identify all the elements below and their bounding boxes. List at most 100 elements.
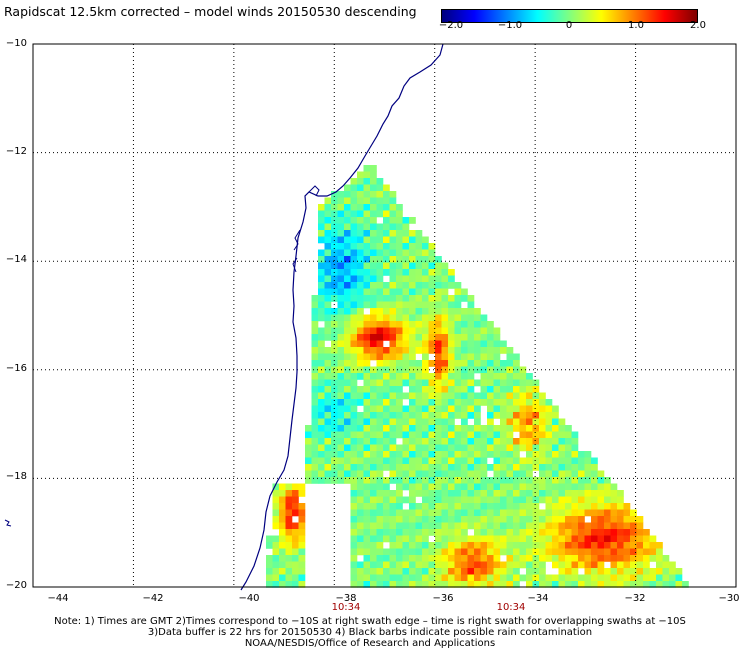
wind-cell [591,496,598,504]
wind-cell [415,483,423,491]
wind-cell [545,496,553,504]
wind-cell [370,555,377,562]
wind-cell [448,347,455,354]
wind-cell [422,548,429,556]
wind-cell [435,321,442,328]
wind-cell [396,542,403,549]
wind-cell [422,535,429,543]
wind-cell [435,314,442,322]
wind-cell [435,457,442,465]
wind-cell [370,470,377,478]
wind-cell [415,269,423,276]
wind-cell [448,425,455,432]
wind-cell [402,516,410,523]
wind-cell [292,509,299,517]
wind-cell [500,425,507,432]
wind-cell [337,230,345,237]
wind-cell [630,561,637,569]
wind-cell [415,581,423,588]
wind-cell [584,470,592,478]
wind-cell [474,444,481,452]
wind-cell [513,418,520,426]
wind-cell [279,555,286,562]
wind-cell [363,412,371,419]
wind-cell [513,477,520,484]
wind-cell [396,204,403,211]
wind-cell [643,535,650,543]
wind-cell [389,548,397,556]
wind-cell [298,535,306,543]
wind-cell [474,574,481,582]
wind-cell [519,496,527,504]
wind-cell [500,373,507,380]
wind-cell [311,314,319,322]
wind-cell [363,555,371,562]
wind-cell [337,282,345,289]
coastline [240,43,444,591]
wind-cell [350,243,358,250]
wind-cell [363,178,371,185]
wind-cell [474,503,481,510]
wind-cell [487,353,494,361]
wind-cell [506,477,514,484]
wind-cell [506,581,514,588]
wind-cell [357,223,364,231]
wind-cell [513,464,520,471]
wind-cell [493,327,501,335]
wind-cell [285,568,293,575]
wind-cell [448,444,455,452]
wind-cell [435,464,442,471]
wind-cell [584,548,592,556]
wind-cell [552,535,559,543]
wind-cell [376,392,384,400]
wind-cell [344,392,351,400]
wind-cell [383,217,390,224]
wind-cell [311,347,319,354]
wind-cell [396,470,403,478]
wind-cell [324,321,332,328]
wind-cell [630,509,637,517]
wind-cell [675,568,683,575]
wind-cell [487,425,494,432]
wind-cell [558,503,566,510]
wind-cell [383,399,390,406]
wind-cell [500,360,507,367]
wind-cell [500,535,507,543]
wind-cell [350,431,358,439]
wind-cell [350,282,358,289]
wind-cell [298,555,306,562]
wind-cell [454,412,462,419]
wind-cell [643,529,650,536]
wind-cell [292,561,299,569]
wind-cell [461,509,468,517]
wind-cell [558,483,566,491]
wind-cell [565,431,572,439]
wind-cell [441,483,449,491]
wind-cell [389,366,397,374]
wind-cell [311,360,319,367]
wind-cell [305,431,312,439]
wind-cell [435,483,442,491]
wind-cell [435,451,442,458]
wind-cell [409,399,416,406]
wind-cell [532,392,540,400]
wind-cell [350,269,358,276]
wind-cell [552,405,559,413]
wind-cell [422,483,429,491]
wind-cell [396,321,403,328]
wind-cell [396,269,403,276]
wind-cell [357,418,364,426]
wind-cell [480,425,488,432]
wind-cell [467,581,475,588]
wind-cell [480,496,488,504]
wind-cell [396,262,403,270]
wind-cell [636,581,644,588]
wind-cell [370,451,377,458]
wind-cell [448,438,455,445]
wind-cell [376,184,384,192]
wind-cell [409,418,416,426]
wind-cell [448,496,455,504]
wind-cell [467,490,475,497]
wind-cell [383,236,390,244]
wind-cell [669,574,676,582]
